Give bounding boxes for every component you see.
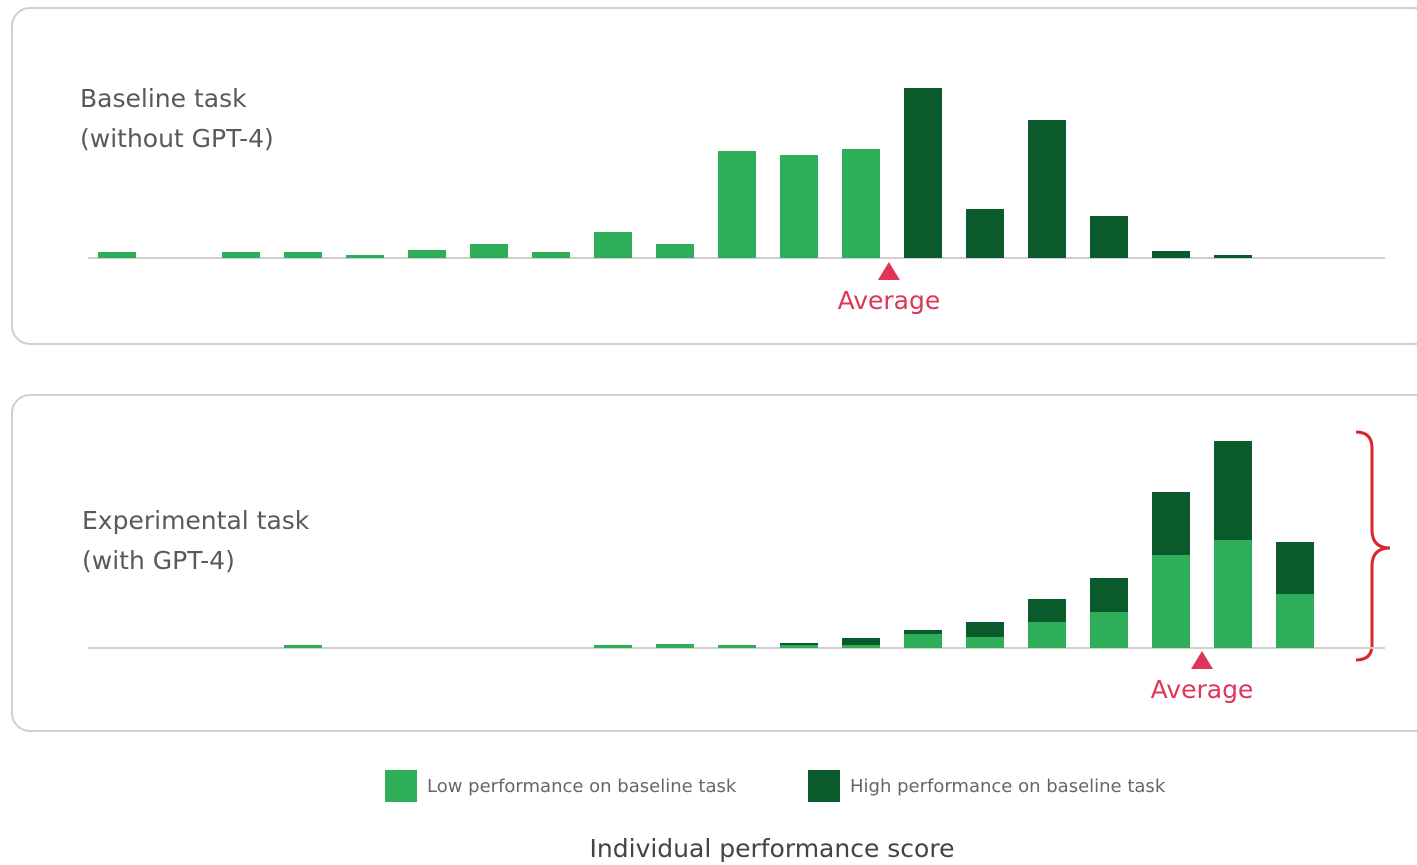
bar [1214,441,1252,540]
bar [718,645,756,648]
bar [284,252,322,258]
bar [594,645,632,648]
chart-title: Experimental task [82,506,310,535]
bar [780,645,818,648]
chart-title: (without GPT-4) [80,124,274,153]
bar [284,645,322,648]
bar [718,151,756,258]
bar [904,634,942,648]
legend-swatch [385,770,417,802]
bar [656,644,694,648]
bar [842,149,880,258]
average-label: Average [838,286,941,315]
bar [966,637,1004,648]
bar [842,645,880,648]
chart-title: Baseline task [80,84,247,113]
bar [1152,251,1190,258]
bar [532,252,570,258]
bar [966,209,1004,258]
legend-label: High performance on baseline task [850,776,1166,797]
bar [1214,255,1252,258]
bar [966,622,1004,637]
bar [1090,216,1128,258]
panel [11,7,1417,345]
bar [1028,599,1066,622]
bar [1152,492,1190,555]
average-label: Average [1151,675,1254,704]
brace [1355,430,1391,662]
bar [1028,120,1066,258]
bar [346,255,384,258]
bar [1028,622,1066,648]
bar [780,155,818,258]
chart-title: (with GPT-4) [82,546,235,575]
bar [470,244,508,258]
bar [1276,542,1314,594]
bar [408,250,446,258]
bar [222,252,260,258]
bar [780,643,818,645]
bar [842,638,880,645]
bar [656,244,694,258]
legend-label: Low performance on baseline task [427,776,737,797]
bar [1090,612,1128,648]
bar [904,630,942,634]
legend-swatch [808,770,840,802]
bar [1090,578,1128,612]
bar [904,88,942,258]
bar [98,252,136,258]
bar [1276,594,1314,648]
average-marker [877,262,900,280]
x-axis-label: Individual performance score [590,834,955,863]
bar [1152,555,1190,648]
bar [594,232,632,258]
bar [1214,540,1252,648]
average-marker [1191,651,1213,669]
